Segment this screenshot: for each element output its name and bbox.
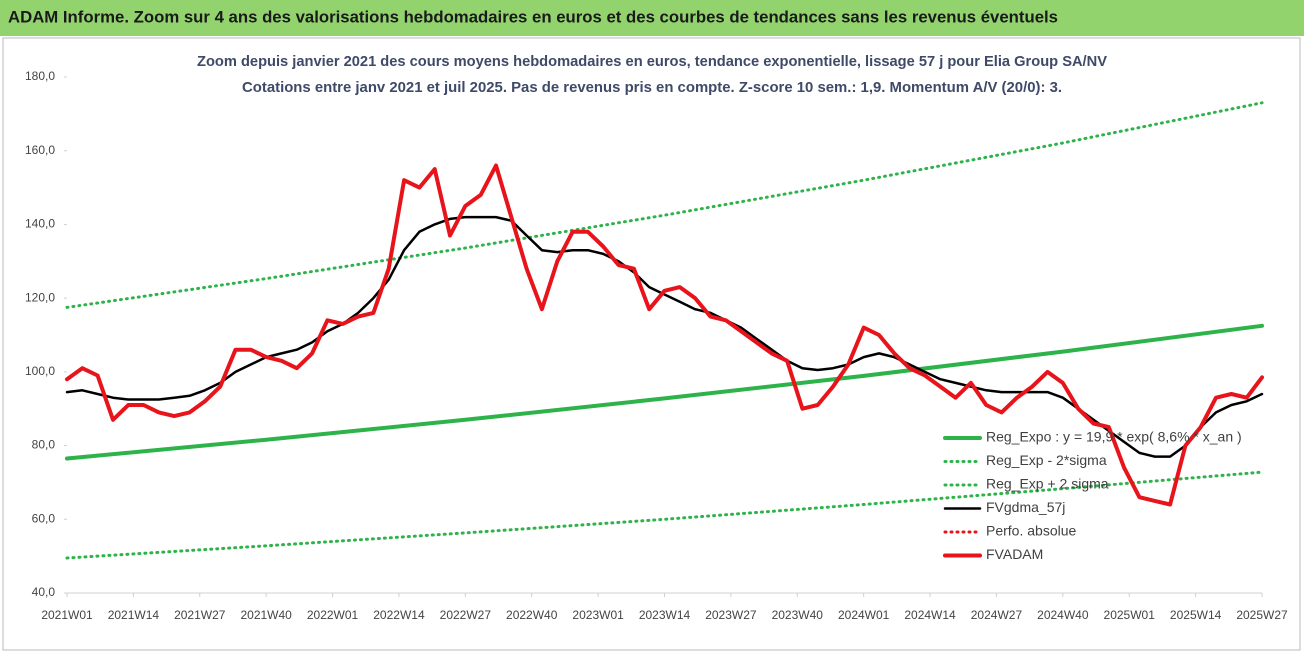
series-line: [65, 215, 1264, 458]
legend-label: Reg_Expo : y = 19,9 * exp( 8,6% * x_an ): [986, 429, 1242, 445]
x-tick-label: 2021W27: [174, 608, 226, 622]
legend-label: Perfo. absolue: [986, 523, 1076, 539]
y-tick-label: 80,0: [32, 438, 56, 452]
x-tick-label: 2023W01: [572, 608, 624, 622]
legend-label: FVADAM: [986, 546, 1043, 562]
x-tick-label: 2024W01: [838, 608, 890, 622]
header-bar: [0, 0, 1304, 36]
series-line: [65, 323, 1264, 461]
series-line: [65, 101, 1264, 309]
legend-label: FVgdma_57j: [986, 499, 1065, 515]
series-line: [65, 163, 1264, 507]
y-tick-label: 180,0: [25, 69, 55, 83]
y-tick-label: 60,0: [32, 511, 56, 525]
y-tick-label: 160,0: [25, 143, 55, 157]
x-tick-label: 2022W27: [440, 608, 492, 622]
x-tick-label: 2021W40: [240, 608, 292, 622]
x-tick-label: 2022W14: [373, 608, 425, 622]
x-tick-label: 2023W40: [772, 608, 824, 622]
x-tick-label: 2021W01: [41, 608, 93, 622]
x-tick-label: 2024W40: [1037, 608, 1089, 622]
x-tick-label: 2022W01: [307, 608, 359, 622]
x-tick-label: 2024W27: [971, 608, 1023, 622]
page-title: ADAM Informe. Zoom sur 4 ans des valoris…: [8, 7, 1058, 26]
x-tick-label: 2023W14: [639, 608, 691, 622]
x-tick-label: 2025W27: [1236, 608, 1288, 622]
x-tick-label: 2025W01: [1104, 608, 1156, 622]
y-tick-label: 140,0: [25, 217, 55, 231]
y-tick-label: 100,0: [25, 364, 55, 378]
legend-label: Reg_Exp - 2*sigma: [986, 452, 1107, 468]
y-tick-label: 120,0: [25, 290, 55, 304]
legend-label: Reg_Exp + 2 sigma: [986, 476, 1109, 492]
x-tick-label: 2024W14: [904, 608, 956, 622]
subtitle: Cotations entre janv 2021 et juil 2025. …: [242, 79, 1062, 96]
x-tick-label: 2025W14: [1170, 608, 1222, 622]
x-tick-label: 2023W27: [705, 608, 757, 622]
x-tick-label: 2022W40: [506, 608, 558, 622]
x-tick-label: 2021W14: [108, 608, 160, 622]
y-tick-label: 40,0: [32, 585, 56, 599]
series-line: [65, 470, 1264, 560]
subtitle: Zoom depuis janvier 2021 des cours moyen…: [197, 53, 1107, 70]
chart-frame: [2, 37, 1301, 651]
